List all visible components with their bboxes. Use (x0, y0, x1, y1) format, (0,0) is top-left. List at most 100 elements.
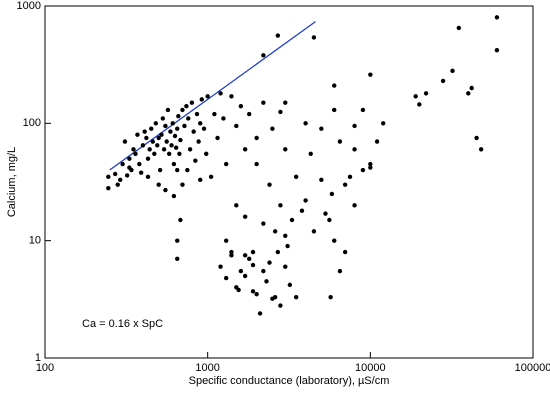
data-point (156, 182, 161, 187)
data-point (278, 203, 283, 208)
data-point (149, 126, 154, 131)
data-point (171, 193, 177, 199)
y-tick-label: 1 (35, 352, 41, 364)
data-point (153, 121, 159, 126)
data-point (138, 170, 144, 175)
data-point (440, 78, 446, 84)
data-point (347, 174, 353, 180)
data-point (352, 123, 357, 129)
data-point (328, 294, 333, 300)
data-point (234, 123, 239, 129)
data-point (329, 191, 335, 197)
data-point (170, 121, 175, 126)
data-point (199, 97, 204, 102)
data-point (175, 167, 180, 173)
data-point (250, 289, 256, 294)
data-point (332, 238, 337, 243)
data-point (152, 151, 157, 156)
data-point (205, 94, 210, 99)
data-point (417, 102, 422, 107)
data-point (173, 145, 179, 150)
data-point (224, 161, 229, 167)
data-point (332, 83, 337, 88)
data-point (106, 186, 111, 191)
data-point (368, 161, 373, 167)
data-point (242, 147, 248, 152)
data-point (246, 256, 252, 262)
data-point (157, 167, 163, 173)
data-point (218, 264, 223, 269)
data-point (118, 177, 123, 183)
data-point (238, 103, 244, 109)
data-point (250, 262, 256, 268)
data-point (191, 129, 196, 134)
data-point (283, 100, 288, 105)
data-point (352, 147, 357, 152)
data-point (311, 35, 317, 40)
data-point (261, 53, 266, 58)
data-point (242, 253, 248, 258)
data-point (229, 249, 234, 255)
data-point (337, 139, 343, 144)
data-point (250, 249, 256, 255)
data-point (283, 147, 288, 152)
data-point (254, 135, 259, 141)
data-point (272, 229, 278, 234)
data-point (242, 214, 248, 219)
data-point (175, 238, 180, 243)
y-tick-label: 100 (23, 117, 41, 129)
data-point (164, 139, 169, 144)
data-point (319, 126, 324, 131)
data-point (303, 121, 308, 126)
data-point (229, 253, 234, 258)
data-point (133, 151, 138, 156)
data-point (177, 151, 182, 156)
data-point (160, 116, 166, 121)
data-point (221, 116, 226, 121)
data-point (494, 48, 500, 53)
data-point (360, 107, 366, 113)
x-axis-label: Specific conductance (laboratory), µS/cm (189, 375, 390, 387)
y-tick-label: 10 (29, 235, 41, 247)
data-point (246, 111, 252, 117)
data-point (474, 135, 479, 141)
data-point (198, 121, 203, 126)
data-point (242, 273, 248, 279)
data-point (308, 151, 313, 156)
data-point (456, 25, 462, 31)
data-point (120, 161, 125, 167)
data-point (311, 229, 317, 234)
data-point (272, 294, 278, 300)
data-point (135, 132, 140, 137)
data-point (145, 174, 151, 180)
data-point (204, 151, 209, 156)
data-point (215, 135, 220, 141)
data-point (131, 147, 136, 152)
data-point (254, 291, 259, 297)
data-point (161, 147, 167, 152)
y-tick-label: 1000 (17, 0, 41, 12)
data-point (293, 294, 299, 300)
data-point (327, 217, 332, 223)
data-point (155, 143, 160, 148)
data-point (150, 139, 156, 144)
data-point (287, 282, 293, 288)
data-point (278, 109, 283, 115)
data-point (283, 264, 288, 269)
x-tick-label: 1000 (195, 362, 219, 374)
data-point (194, 111, 200, 117)
data-point (147, 147, 152, 152)
data-point (172, 133, 178, 139)
data-point (289, 217, 295, 223)
data-point (337, 268, 343, 274)
data-point (140, 143, 146, 148)
data-point (175, 126, 180, 131)
data-point (186, 116, 191, 121)
x-tick-label: 100000 (515, 362, 550, 374)
data-point (189, 100, 195, 105)
y-axis-label: Calcium, mg/L (6, 147, 18, 217)
x-tick-label: 10000 (355, 362, 386, 374)
data-point (368, 165, 373, 170)
data-point (254, 161, 259, 167)
